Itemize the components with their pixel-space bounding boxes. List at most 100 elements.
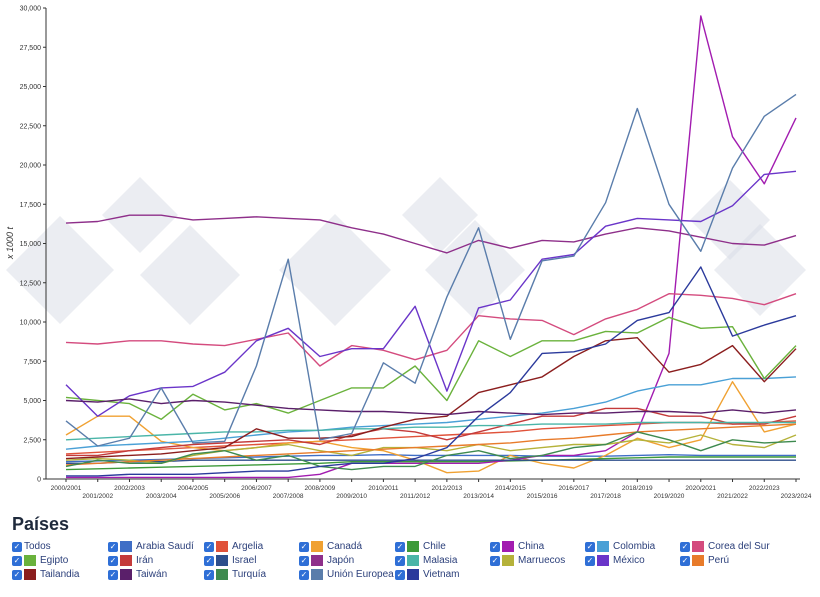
legend-swatch [216, 541, 228, 552]
legend-item[interactable]: ✓ Arabia Saudí [108, 540, 194, 553]
checkbox-checked-icon[interactable]: ✓ [12, 555, 22, 566]
legend-item[interactable]: ✓ Todos [12, 540, 51, 553]
legend-label: Turquía [232, 569, 267, 580]
checkbox-checked-icon[interactable]: ✓ [490, 555, 500, 566]
checkbox-checked-icon[interactable]: ✓ [108, 555, 118, 566]
legend-label: Corea del Sur [708, 541, 770, 552]
legend-item[interactable]: ✓ Colombia [585, 540, 655, 553]
watermark-logo [6, 177, 806, 326]
legend-item[interactable]: ✓ Chile [395, 540, 446, 553]
legend-label: Israel [232, 555, 257, 566]
legend-swatch [692, 555, 704, 566]
checkbox-checked-icon[interactable]: ✓ [299, 555, 309, 566]
x-tick-label: 2015/2016 [527, 493, 558, 500]
legend-item[interactable]: ✓ Canadá [299, 540, 362, 553]
legend-label: Argelia [232, 541, 264, 552]
checkbox-checked-icon[interactable]: ✓ [12, 541, 22, 552]
checkbox-checked-icon[interactable]: ✓ [490, 541, 500, 552]
legend: ✓ Todos ✓ Arabia Saudí ✓ Argelia ✓ Canadá ✓ Chile… [12, 540, 812, 590]
legend-label: China [518, 541, 545, 552]
legend-item[interactable]: ✓ Irán [108, 554, 153, 567]
series-line [65, 376, 797, 450]
x-tick-label: 2017/2018 [590, 493, 621, 500]
checkbox-checked-icon[interactable]: ✓ [204, 541, 214, 552]
legend-swatch [502, 541, 514, 552]
checkbox-checked-icon[interactable]: ✓ [585, 541, 595, 552]
legend-swatch [311, 555, 323, 566]
y-tick-label: 17,500 [20, 202, 42, 209]
y-tick-label: 22,500 [20, 123, 42, 130]
checkbox-checked-icon[interactable]: ✓ [680, 555, 690, 566]
x-tick-label: 2006/2007 [241, 485, 272, 492]
checkbox-checked-icon[interactable]: ✓ [299, 541, 309, 552]
x-tick-label: 2013/2014 [463, 493, 494, 500]
y-axis: 0 2,500 5,000 7,500 10,000 12,500 15,000 17,500… [20, 6, 47, 484]
legend-item[interactable]: ✓ China [490, 540, 544, 553]
series-line [65, 316, 797, 420]
y-tick-label: 5,000 [23, 398, 41, 405]
legend-item[interactable]: ✓ Japón [299, 554, 354, 567]
legend-label: Marruecos [518, 555, 566, 566]
legend-item[interactable]: ✓ Turquía [204, 568, 266, 581]
checkbox-checked-icon[interactable]: ✓ [680, 541, 690, 552]
checkbox-checked-icon[interactable]: ✓ [299, 569, 309, 580]
legend-label: Egipto [40, 555, 69, 566]
checkbox-checked-icon[interactable]: ✓ [395, 555, 405, 566]
legend-item[interactable]: ✓ Argelia [204, 540, 263, 553]
y-tick-label: 10,000 [20, 320, 42, 327]
series-line [66, 15, 797, 479]
legend-item[interactable]: ✓ Marruecos [490, 554, 565, 567]
legend-label: Unión Europea [327, 569, 394, 580]
series-line [65, 456, 796, 471]
x-tick-label: 2016/2017 [558, 485, 589, 492]
legend-item[interactable]: ✓ México [585, 554, 645, 567]
checkbox-checked-icon[interactable]: ✓ [108, 541, 118, 552]
legend-item[interactable]: ✓ Malasia [395, 554, 457, 567]
legend-label: Malasia [423, 555, 458, 566]
series-line [65, 431, 797, 471]
legend-swatch [120, 541, 132, 552]
x-tick-label: 2019/2020 [654, 493, 685, 500]
legend-swatch [692, 541, 704, 552]
x-tick-label: 2020/2021 [685, 485, 716, 492]
legend-item[interactable]: ✓ Corea del Sur [680, 540, 770, 553]
y-tick-label: 2,500 [23, 437, 41, 444]
legend-swatch [502, 555, 514, 566]
legend-item[interactable]: ✓ Tailandia [12, 568, 79, 581]
legend-item[interactable]: ✓ Vietnam [395, 568, 460, 581]
x-tick-label: 2012/2013 [432, 485, 463, 492]
checkbox-checked-icon[interactable]: ✓ [395, 569, 405, 580]
legend-swatch [120, 569, 132, 580]
legend-item[interactable]: ✓ Israel [204, 554, 256, 567]
legend-item[interactable]: ✓ Unión Europea [299, 568, 394, 581]
checkbox-checked-icon[interactable]: ✓ [204, 555, 214, 566]
legend-label: Arabia Saudí [136, 541, 194, 552]
series-line [65, 214, 797, 254]
checkbox-checked-icon[interactable]: ✓ [395, 541, 405, 552]
legend-label: Japón [327, 555, 355, 566]
x-tick-label: 2010/2011 [368, 485, 399, 492]
legend-label: Tailandia [40, 569, 80, 580]
checkbox-checked-icon[interactable]: ✓ [12, 569, 22, 580]
x-tick-label: 2002/2003 [114, 485, 145, 492]
legend-item[interactable]: ✓ Egipto [12, 554, 68, 567]
x-tick-label: 2008/2009 [305, 485, 336, 492]
y-tick-label: 7,500 [23, 359, 41, 366]
legend-swatch [24, 555, 36, 566]
series-line [65, 398, 797, 416]
legend-item[interactable]: ✓ Perú [680, 554, 729, 567]
legend-item[interactable]: ✓ Taiwán [108, 568, 167, 581]
legend-label: Todos [24, 541, 51, 552]
y-axis-label: x 1000 t [5, 226, 15, 260]
legend-title: Países [12, 514, 70, 534]
series-line [65, 93, 797, 447]
y-tick-label: 0 [37, 477, 41, 484]
checkbox-checked-icon[interactable]: ✓ [108, 569, 118, 580]
checkbox-checked-icon[interactable]: ✓ [204, 569, 214, 580]
checkbox-checked-icon[interactable]: ✓ [585, 555, 595, 566]
series-line [66, 407, 797, 457]
legend-swatch [216, 569, 228, 580]
series-line [66, 266, 797, 477]
x-tick-label: 2007/2008 [273, 493, 304, 500]
x-tick-label: 2005/2006 [209, 493, 240, 500]
